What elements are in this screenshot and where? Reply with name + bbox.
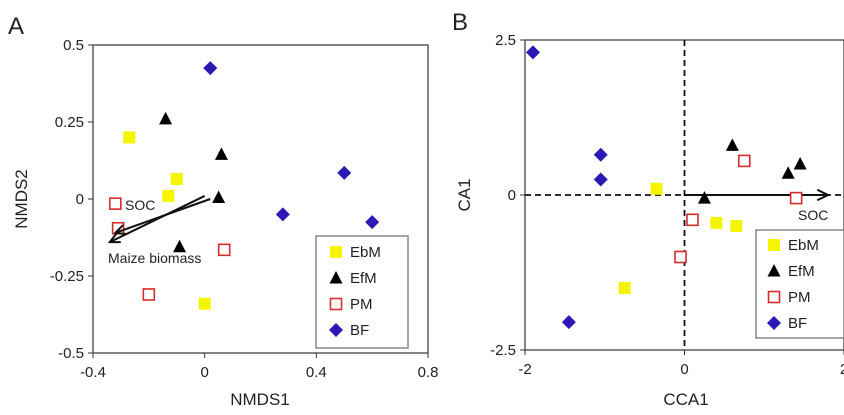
panel-b: B -2 0 2 2.5 0 -2.5 CCA1 CA1 SOC EbM EfM PM BF: [452, 9, 844, 409]
panel-a-vectors: [107, 195, 211, 244]
panel-b-pm-point-3: [674, 250, 687, 264]
panel-b-pm-point-1: [738, 154, 751, 168]
panel-b-legend-label-pm: PM: [788, 289, 811, 306]
panel-a-x-tick-label-2: 0: [200, 364, 208, 381]
panel-b-pm-point-2: [686, 213, 699, 227]
panel-a-y-axis-label: NMDS2: [12, 169, 31, 229]
panel-b-x-axis-label: CCA1: [663, 390, 708, 409]
panel-a-vector-maize-biomass-line: [109, 195, 206, 244]
panel-b-marks: [525, 45, 807, 330]
panel-a-bf-point-3: [275, 207, 290, 222]
panel-b-legend: EbM EfM PM BF: [755, 229, 844, 339]
panel-a-legend-label-efm: EfM: [350, 270, 377, 287]
panel-b-legend-marker-pm: [767, 290, 781, 304]
panel-a-pm-point-4: [142, 288, 156, 301]
panel-b-y-tick-label-1: 2.5: [495, 32, 516, 49]
panel-b-x-tick-label-1: -2: [518, 361, 531, 378]
panel-a-y-tick-label-3: 0: [76, 191, 84, 208]
panel-a-legend-marker-efm: [329, 271, 343, 284]
panel-a-efm-point-2: [214, 147, 228, 160]
panel-a-ebm-point-1: [123, 131, 136, 144]
panel-a: A -0.4 0 0.4 0.8 0.5 0.25 0 -0.25 -0.5 NMDS1 NMD…: [8, 13, 438, 409]
panel-a-efm-point-1: [159, 111, 173, 125]
panel-b-ebm-point-3: [710, 216, 723, 229]
panel-b-y-tick-label-3: -2.5: [490, 342, 516, 359]
panel-b-x-tick-label-3: 2: [840, 361, 844, 378]
panel-b-ebm-point-4: [730, 220, 743, 232]
panel-a-bf-point-4: [365, 215, 380, 230]
panel-b-ebm-point-1: [618, 282, 631, 294]
panel-a-x-tick-label-1: -0.4: [80, 364, 106, 381]
panel-a-y-tick-label-2: 0.25: [55, 114, 84, 131]
panel-b-vector-label-soc: SOC: [798, 207, 828, 223]
panel-a-ebm-point-2: [170, 172, 183, 185]
panel-a-efm-point-4: [173, 239, 187, 253]
panel-a-label: A: [8, 13, 24, 40]
panel-b-legend-label-bf: BF: [788, 315, 807, 332]
panel-b-vectors: [684, 188, 831, 202]
panel-a-y-tick-label-5: -0.5: [58, 345, 84, 362]
panel-b-efm-point-4: [793, 157, 807, 170]
panel-b-legend-label-ebm: EbM: [788, 237, 819, 254]
panel-b-vector-soc-head: [816, 188, 831, 202]
panel-a-legend-marker-ebm: [330, 246, 342, 258]
panel-a-x-tick-label-4: 0.8: [418, 364, 439, 381]
panel-a-x-tick-label-3: 0.4: [306, 364, 327, 381]
panel-b-efm-point-1: [697, 191, 711, 204]
panel-a-bf-point-1: [203, 61, 218, 76]
panel-a-bf-point-2: [337, 165, 352, 180]
panel-a-vector-label-maize: Maize biomass: [108, 250, 201, 266]
panel-a-vector-label-soc: SOC: [125, 197, 155, 213]
panel-a-legend-marker-bf: [329, 323, 343, 337]
panel-a-ebm-point-3: [162, 189, 175, 202]
panel-a-ticks: -0.4 0 0.4 0.8 0.5 0.25 0 -0.25 -0.5: [50, 37, 439, 381]
panel-b-efm-point-2: [725, 138, 739, 151]
panel-a-marks: [109, 61, 380, 310]
panel-b-bf-point-3: [593, 172, 608, 187]
panel-b-label: B: [452, 9, 468, 36]
panel-a-vector-maize-biomass-head: [107, 232, 121, 244]
panel-a-legend-label-bf: BF: [350, 322, 369, 339]
panel-b-legend-marker-bf: [767, 316, 781, 330]
panel-a-ebm-point-4: [198, 297, 211, 310]
panel-b-legend-marker-efm: [767, 264, 781, 277]
panel-b-legend-label-efm: EfM: [788, 263, 815, 280]
panel-b-efm-point-3: [781, 166, 795, 179]
panel-b-x-tick-label-2: 0: [680, 361, 688, 378]
panel-b-y-tick-label-2: 0: [508, 187, 516, 204]
panel-b-bf-point-2: [593, 147, 608, 162]
panel-b-bf-point-1: [525, 45, 540, 60]
panel-a-x-axis-label: NMDS1: [230, 390, 290, 409]
panel-a-legend-marker-pm: [329, 297, 343, 311]
panel-a-y-tick-label-1: 0.5: [63, 37, 84, 54]
panel-a-legend-label-pm: PM: [350, 296, 373, 313]
panel-a-legend: EbM EfM PM BF: [315, 235, 409, 349]
panel-a-efm-point-3: [212, 190, 226, 203]
panel-b-bf-point-4: [561, 315, 576, 330]
panel-b-legend-marker-ebm: [768, 239, 780, 251]
panel-a-pm-point-3: [217, 243, 231, 257]
panel-b-ebm-point-2: [650, 182, 663, 195]
panel-a-y-tick-label-4: -0.25: [50, 268, 84, 285]
panel-b-ticks: -2 0 2 2.5 0 -2.5: [490, 32, 844, 378]
panel-b-pm-point-4: [789, 191, 803, 205]
panel-b-y-axis-label: CA1: [455, 178, 474, 211]
panel-a-legend-label-ebm: EbM: [350, 244, 381, 261]
panel-a-pm-point-1: [109, 197, 122, 210]
panel-a-vector-soc-head: [113, 224, 127, 236]
